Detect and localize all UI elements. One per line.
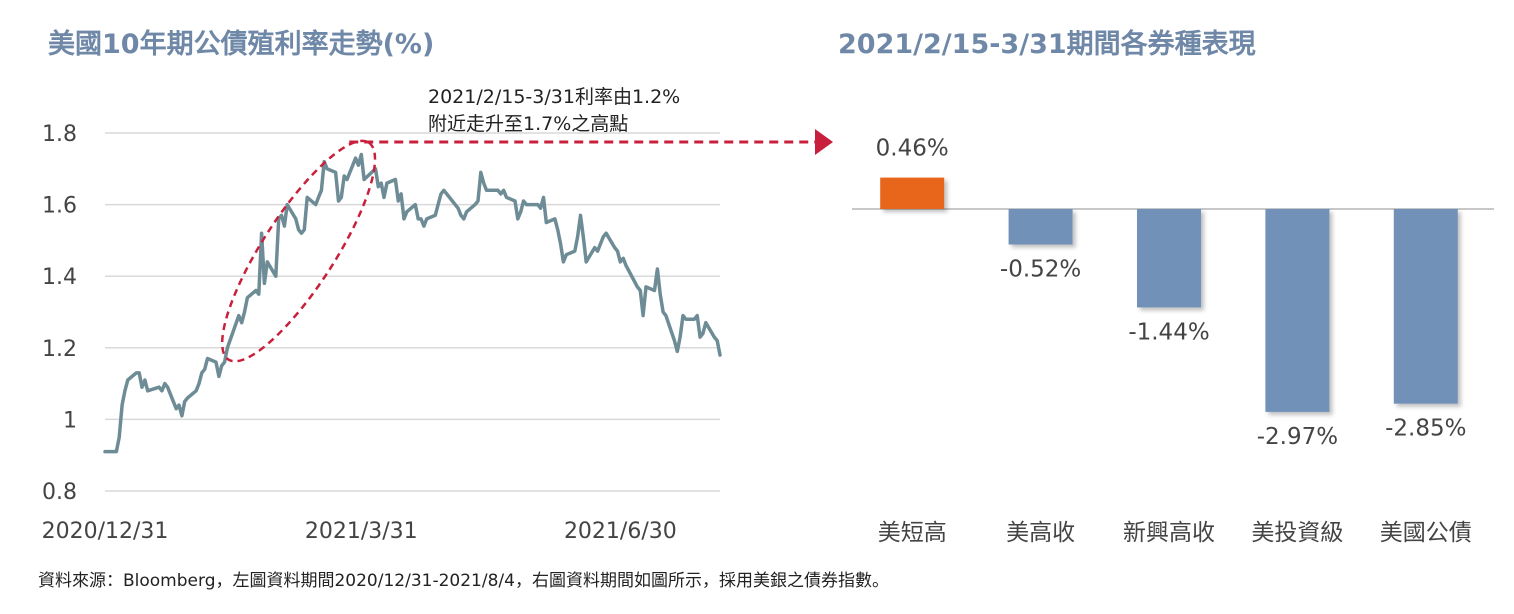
y-tick-label: 1.4: [42, 265, 77, 290]
bar-category-label: 美國公債: [1380, 520, 1472, 546]
left-chart-title: 美國10年期公債殖利率走勢(%): [48, 29, 435, 60]
left-y-axis: 0.8 1 1.2 1.4 1.6 1.8: [42, 122, 77, 505]
bar-category-label: 新興高收: [1123, 520, 1215, 546]
bar: [1137, 209, 1201, 308]
left-series: [103, 152, 722, 454]
left-grid: [105, 132, 720, 492]
bar-value-label: -2.85%: [1385, 416, 1466, 442]
annotation-text-line-1: 2021/2/15-3/31利率由1.2%: [428, 86, 680, 108]
yield-line: [103, 152, 722, 454]
y-tick-label: 1.6: [42, 194, 77, 219]
bar-category-label: 美短高: [878, 520, 947, 546]
annotation-arrow-head: [815, 128, 833, 155]
bar-value-label: -2.97%: [1257, 424, 1338, 450]
x-tick-label: 2021/3/31: [305, 519, 418, 544]
y-tick-label: 0.8: [42, 480, 77, 505]
x-tick-label: 2020/12/31: [42, 519, 169, 544]
bar-category-label: 美投資級: [1251, 520, 1343, 546]
y-tick-label: 1.8: [42, 122, 77, 147]
footnote: 資料來源：Bloomberg，左圖資料期間2020/12/31-2021/8/4…: [38, 571, 889, 591]
bar: [880, 177, 945, 209]
left-x-axis: 2020/12/31 2021/3/31 2021/6/30: [42, 519, 677, 544]
y-tick-label: 1.2: [42, 337, 77, 362]
bar-value-label: -1.44%: [1128, 319, 1209, 345]
x-tick-label: 2021/6/30: [564, 519, 677, 544]
right-chart-title: 2021/2/15-3/31期間各券種表現: [838, 29, 1256, 60]
bar-value-label: -0.52%: [1000, 257, 1081, 283]
bar: [1008, 209, 1073, 245]
bar-value-label: 0.46%: [876, 136, 949, 162]
bar: [1393, 209, 1458, 404]
bar-category-label: 美高收: [1006, 520, 1075, 546]
bar: [1265, 209, 1330, 412]
right-bars: 0.46% 美短高 -0.52% 美高收 -1.44% 新興高收 -2.97% 美投資級 -2.…: [852, 136, 1494, 546]
annotation-group: 2021/2/15-3/31利率由1.2% 附近走升至1.7%之高點: [220, 86, 833, 363]
y-tick-label: 1: [63, 408, 77, 433]
annotation-text-line-2: 附近走升至1.7%之高點: [428, 113, 628, 135]
